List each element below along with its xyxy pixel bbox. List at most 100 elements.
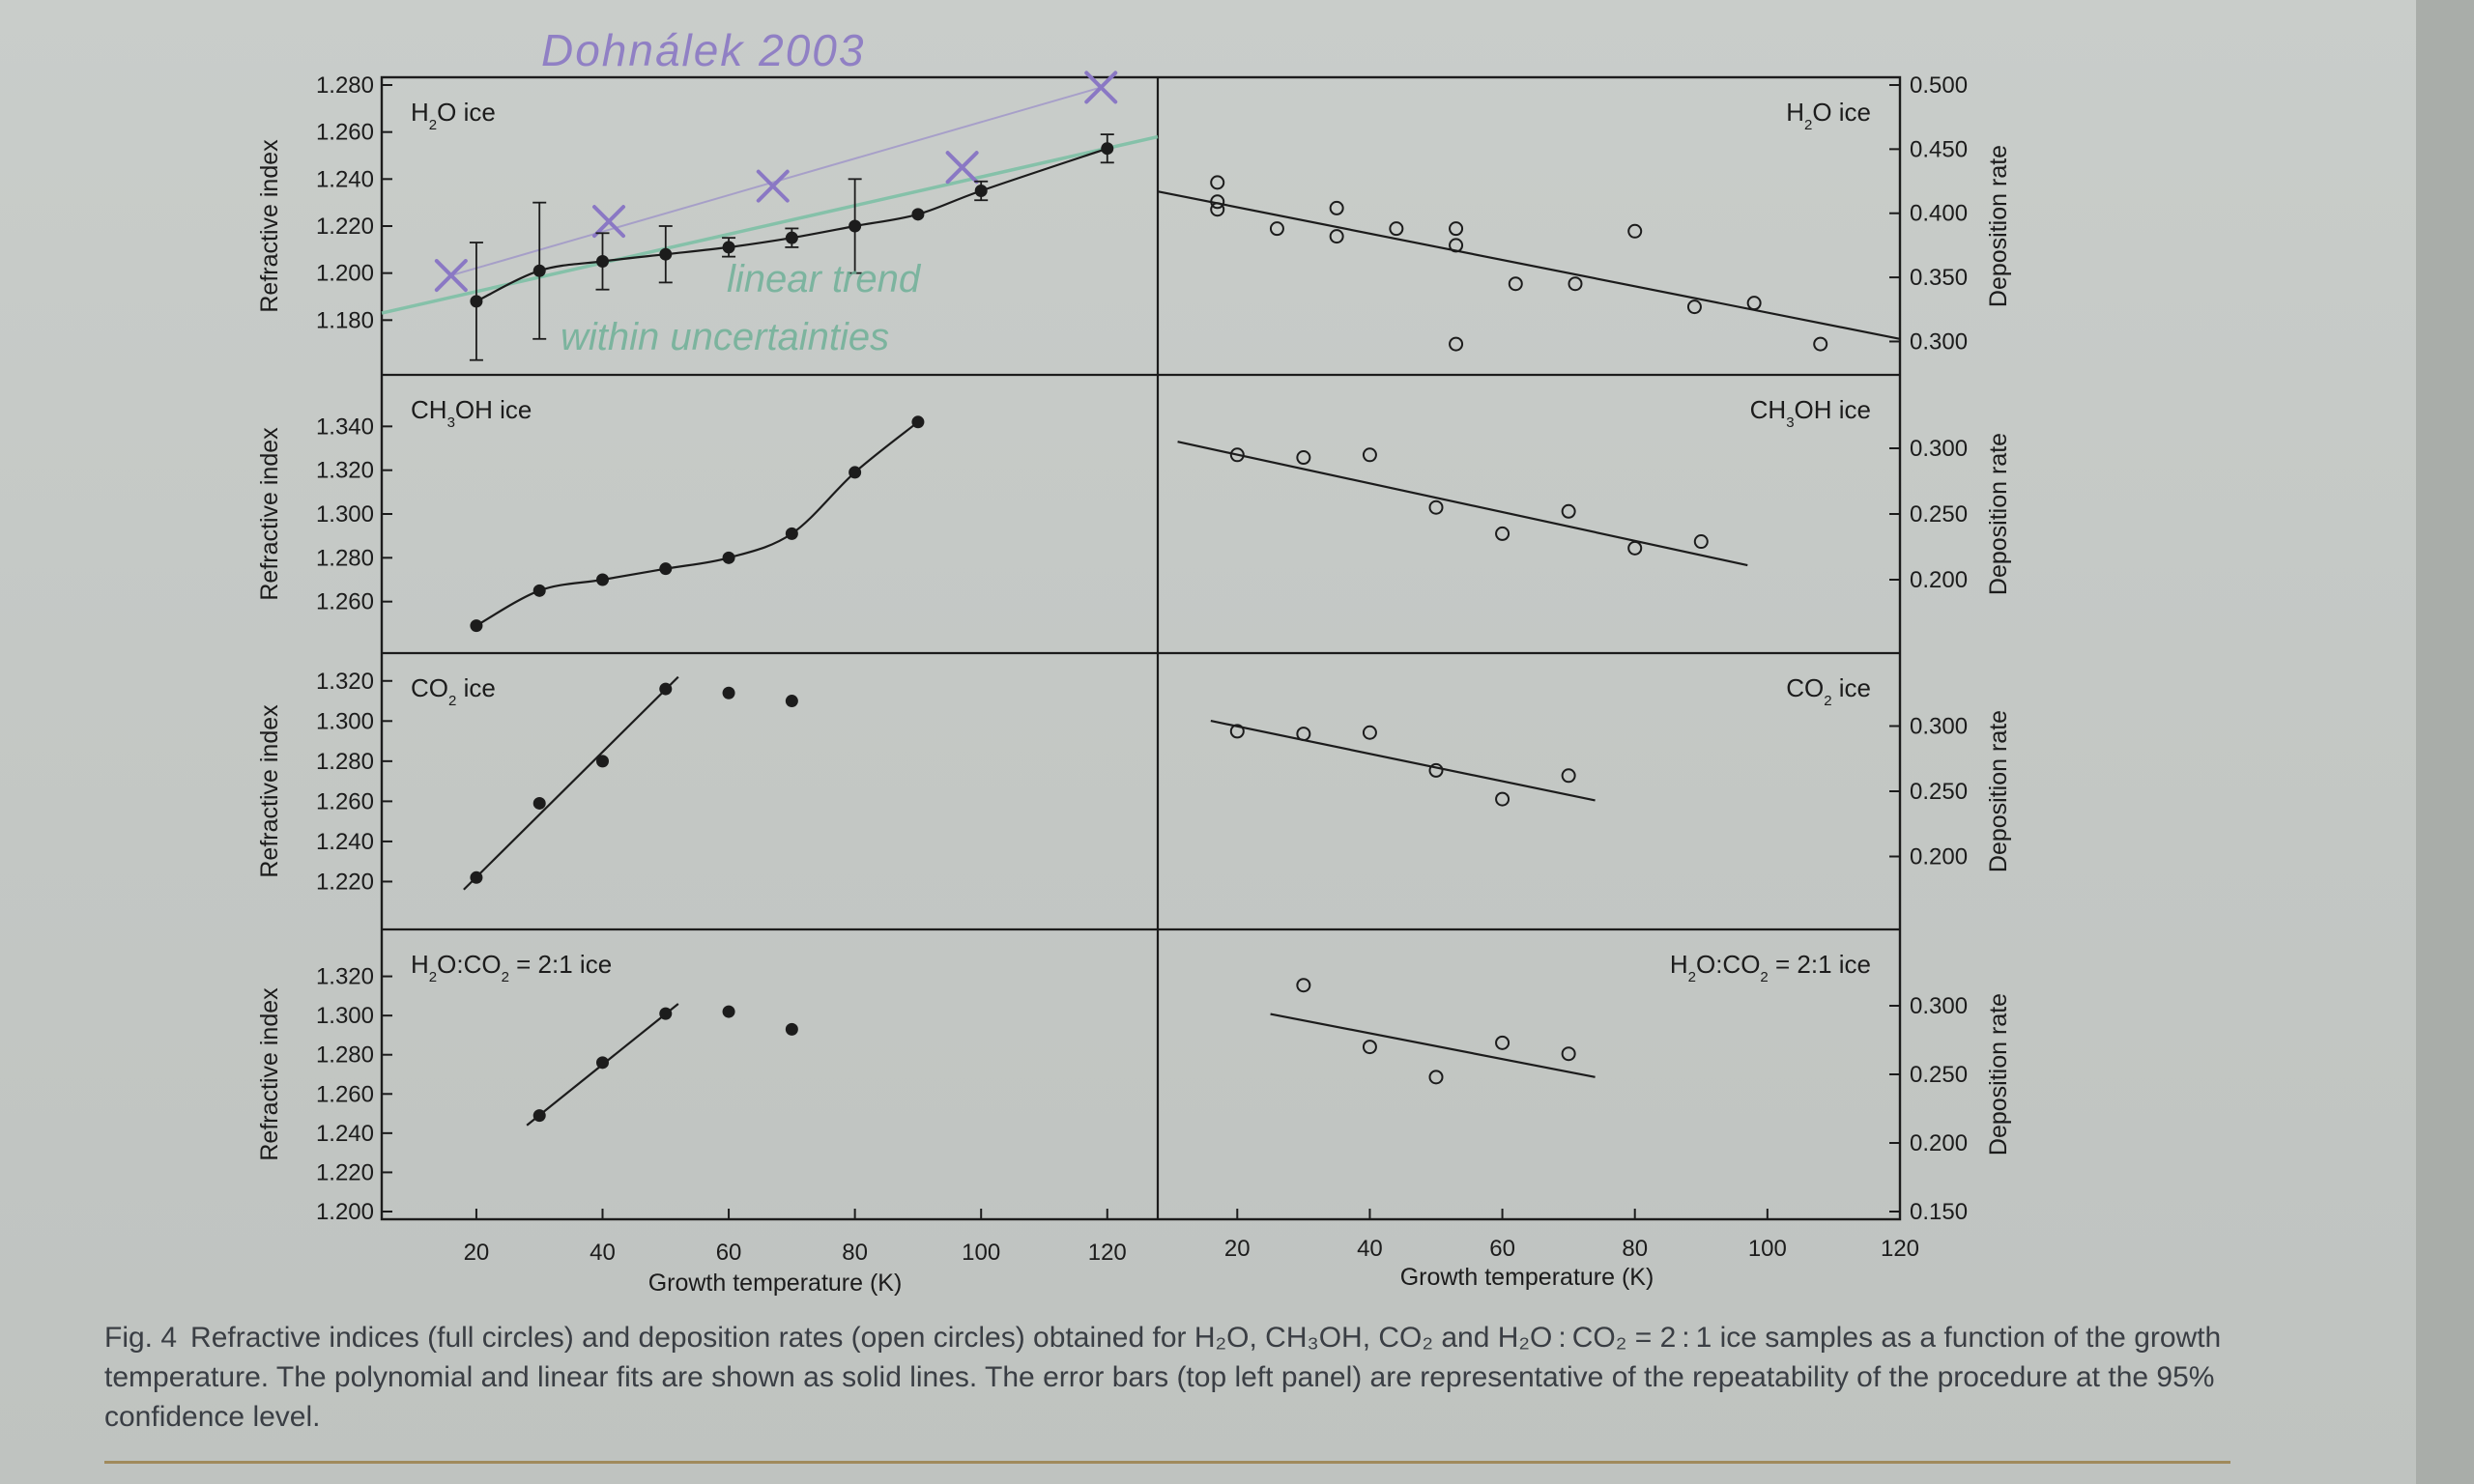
data-point-open	[1561, 503, 1576, 519]
panel-right-2: 0.200 0.250 0.300 Deposition rate CH3OH ice	[1177, 395, 2012, 595]
panel-title: H2O:CO2 = 2:1 ice	[1670, 950, 1871, 985]
x-axis: 20 40 60 80 100 120 20 40 60 80 100 120	[464, 1209, 1919, 1266]
y-tick-label: 1.280	[316, 1042, 374, 1069]
data-point-open	[1329, 229, 1344, 244]
data-point-filled	[722, 1005, 735, 1018]
data-point-open	[1686, 300, 1702, 315]
data-point-filled	[595, 255, 609, 268]
y-axis-title: Refractive index	[256, 704, 283, 878]
panel-title: CO2 ice	[411, 673, 496, 709]
y-tick-label: 1.260	[316, 589, 374, 615]
data-point-filled	[911, 208, 925, 221]
y-axis-title: Deposition rate	[1985, 993, 2012, 1156]
data-point-filled	[785, 695, 798, 708]
x-axis-label-left: Growth temperature (K)	[648, 1270, 903, 1297]
data-point-filled	[470, 619, 483, 633]
y-tick-label: 0.300	[1910, 993, 1968, 1019]
data-point-filled	[785, 527, 798, 540]
data-point-open	[1229, 447, 1245, 463]
data-point-open	[1229, 724, 1245, 739]
handwritten-cross	[756, 169, 790, 203]
y-tick-label: 1.280	[316, 545, 374, 571]
x-tick-label: 40	[1357, 1236, 1383, 1262]
plot-frame	[380, 75, 1902, 1221]
y-tick-label: 0.200	[1910, 844, 1968, 870]
caption-label: Fig. 4	[104, 1322, 178, 1354]
data-point-open	[1627, 223, 1643, 239]
y-tick-label: 1.320	[316, 458, 374, 484]
data-point-filled	[595, 755, 609, 768]
caption-rule	[104, 1461, 2230, 1464]
data-point-filled	[532, 1109, 546, 1123]
handwritten-title: Dohnálek 2003	[541, 25, 865, 75]
data-point-filled	[470, 295, 483, 308]
data-point-open	[1561, 1046, 1576, 1062]
fit-line	[1210, 720, 1596, 802]
y-tick-label: 1.240	[316, 1121, 374, 1147]
panel-right-3: 0.200 0.250 0.300 Deposition rate CO2 ice	[1210, 673, 2012, 872]
y-axis-title: Deposition rate	[1985, 145, 2012, 307]
x-tick-label: 120	[1881, 1236, 1919, 1262]
y-tick-label: 1.340	[316, 414, 374, 440]
data-point-open	[1428, 499, 1444, 515]
x-tick-label: 40	[590, 1240, 616, 1266]
data-point-filled	[659, 682, 673, 696]
x-axis-label-right: Growth temperature (K)	[1400, 1264, 1654, 1291]
plot-panels: 1.180 1.200 1.220 1.240 1.260 1.280 Refractive…	[256, 71, 2012, 1266]
panel-title: H2O ice	[1786, 98, 1871, 133]
page-edge	[2416, 0, 2474, 1484]
y-tick-label: 1.280	[316, 749, 374, 775]
panel-left-4: 1.200 1.220 1.240 1.260 1.280 1.300 1.320 Refra…	[256, 950, 798, 1225]
panel-right-4: 0.150 0.200 0.250 0.300 Deposition rate H2O:C…	[1270, 950, 2012, 1225]
data-point-filled	[974, 185, 988, 197]
y-tick-label: 1.260	[316, 1081, 374, 1107]
panel-title: CH3OH ice	[1750, 395, 1871, 431]
y-tick-label: 0.350	[1910, 265, 1968, 291]
data-point-open	[1296, 978, 1311, 993]
data-point-filled	[1101, 142, 1114, 156]
data-point-open	[1449, 336, 1464, 352]
x-tick-label: 120	[1088, 1240, 1127, 1266]
y-tick-label: 0.300	[1910, 436, 1968, 462]
data-point-filled	[722, 686, 735, 699]
fit-line	[463, 675, 679, 891]
y-tick-label: 1.240	[316, 829, 374, 855]
handwritten-note-1: linear trend	[727, 258, 922, 300]
panel-left-3: 1.220 1.240 1.260 1.280 1.300 1.320 Refractive…	[256, 669, 798, 895]
y-tick-label: 1.200	[316, 261, 374, 287]
data-point-filled	[785, 231, 798, 244]
panel-left-1: 1.180 1.200 1.220 1.240 1.260 1.280 Refractive…	[256, 71, 1159, 361]
handwritten-cross	[592, 205, 626, 239]
panel-left-2: 1.260 1.280 1.300 1.320 1.340 Refractive inde…	[256, 395, 925, 633]
page-background	[0, 0, 2416, 1484]
data-point-open	[1495, 526, 1510, 541]
frame-border	[380, 75, 1902, 1221]
data-point-filled	[849, 466, 862, 479]
y-tick-label: 1.260	[316, 120, 374, 146]
y-tick-label: 1.320	[316, 964, 374, 990]
x-tick-label: 60	[716, 1240, 742, 1266]
data-point-filled	[532, 796, 546, 810]
fit-line	[1157, 190, 1901, 340]
data-point-open	[1627, 540, 1643, 556]
y-tick-label: 0.150	[1910, 1199, 1968, 1225]
handwritten-note-2: within uncertainties	[561, 316, 889, 358]
y-tick-label: 0.200	[1910, 1130, 1968, 1156]
data-point-filled	[659, 1007, 673, 1020]
data-point-open	[1362, 725, 1377, 740]
caption-text: Refractive indices (full circles) and de…	[104, 1322, 2222, 1433]
y-tick-label: 1.300	[316, 1003, 374, 1029]
x-tick-label: 80	[842, 1240, 868, 1266]
panel-title: H2O ice	[411, 98, 496, 133]
y-axis-title: Deposition rate	[1985, 433, 2012, 595]
y-tick-label: 1.200	[316, 1199, 374, 1225]
data-point-open	[1495, 1035, 1510, 1050]
panel-title: CO2 ice	[1786, 673, 1871, 709]
y-axis-title: Refractive index	[256, 427, 283, 601]
data-point-open	[1329, 200, 1344, 215]
data-point-filled	[659, 247, 673, 261]
figure-caption: Fig. 4 Refractive indices (full circles) …	[104, 1318, 2269, 1437]
panel-title: CH3OH ice	[411, 395, 532, 431]
y-tick-label: 1.280	[316, 72, 374, 99]
data-point-open	[1568, 276, 1583, 292]
